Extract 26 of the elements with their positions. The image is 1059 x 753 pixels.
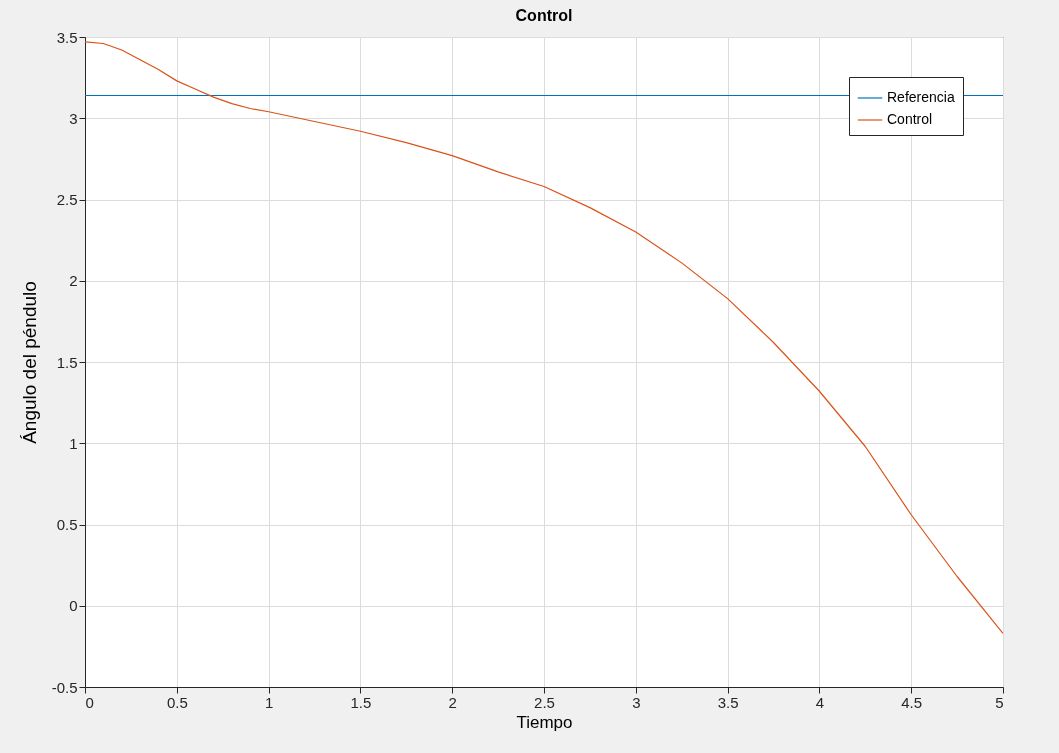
legend-label: Referencia xyxy=(887,89,955,105)
y-axis-title: Ángulo del péndulo xyxy=(18,281,40,444)
x-tick-label: 0 xyxy=(85,693,94,711)
y-tick-label: 2.5 xyxy=(56,191,78,208)
x-tick-label: 2.5 xyxy=(534,693,555,711)
y-tick-label: 0.5 xyxy=(56,516,78,533)
x-tick-label: 0.5 xyxy=(166,693,188,711)
x-tick-label: 4 xyxy=(815,693,825,711)
y-tick-label: 1 xyxy=(69,434,78,452)
y-tick-label: -0.5 xyxy=(51,678,78,696)
chart-title: Control xyxy=(515,7,573,24)
x-tick-label: 1 xyxy=(264,693,274,711)
legend-label: Control xyxy=(887,111,933,127)
y-tick-label: 1.5 xyxy=(56,353,78,371)
y-tick-label: 2 xyxy=(69,272,78,290)
x-tick-label: 4.5 xyxy=(901,693,923,711)
line-series xyxy=(85,41,1003,634)
x-axis-title: Tiempo xyxy=(516,712,573,732)
x-tick-label: 2 xyxy=(448,693,457,711)
x-tick-label: 5 xyxy=(995,693,1004,711)
x-tick-label: 3 xyxy=(632,693,641,711)
y-tick-label: 0 xyxy=(69,597,78,615)
x-tick-label: 1.5 xyxy=(350,693,372,711)
y-tick-label: 3.5 xyxy=(56,28,78,46)
x-tick-label: 3.5 xyxy=(717,693,739,711)
y-tick-label: 3 xyxy=(69,109,78,127)
